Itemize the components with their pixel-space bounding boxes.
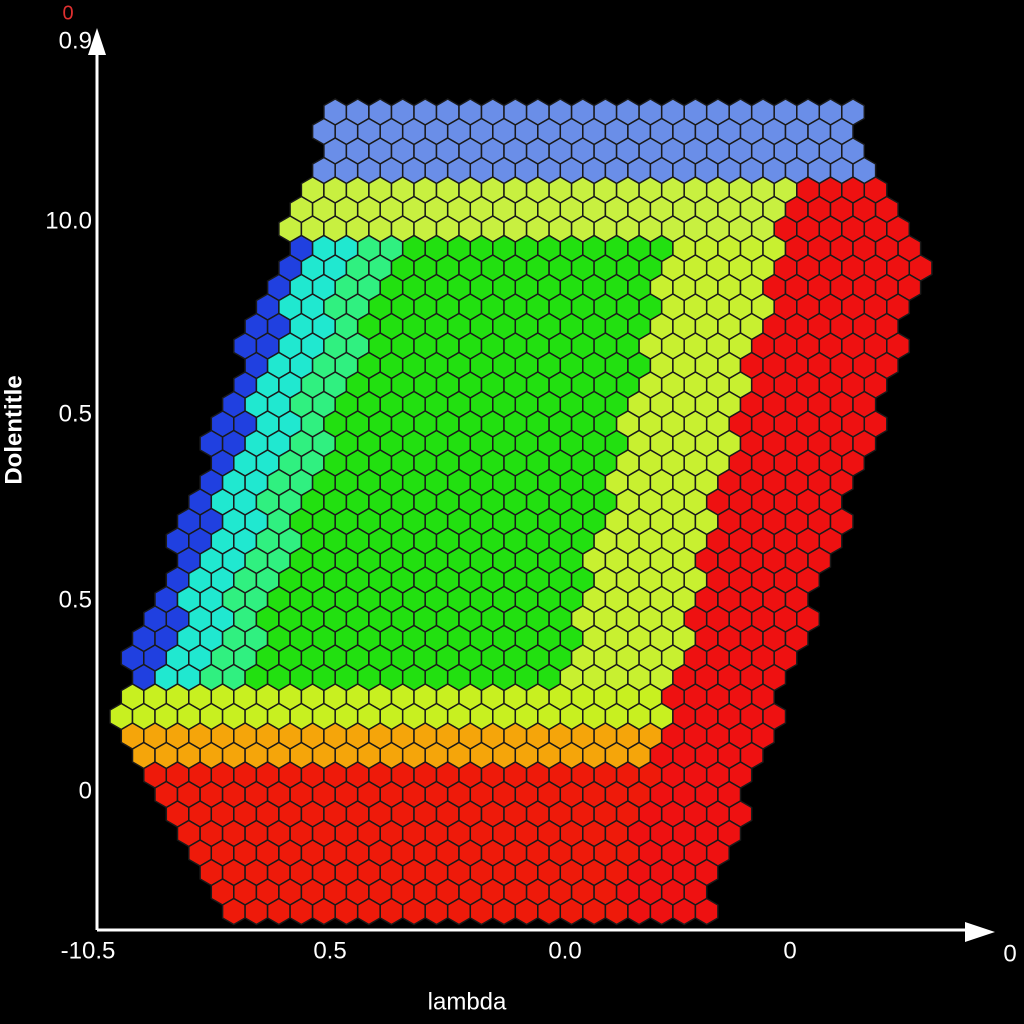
hex-cell: [311, 897, 336, 926]
hex-cell: [356, 897, 381, 926]
hex-cell: [514, 897, 539, 926]
hex-cell: [559, 897, 584, 926]
y-tick-label: 0.5: [59, 400, 92, 427]
y-tick-label: 10.0: [45, 207, 92, 234]
x-tick-label: -10.5: [61, 937, 116, 964]
x-tick-label: 0.0: [548, 937, 581, 964]
hex-cell: [401, 897, 426, 926]
x-tick-label: 0: [1003, 940, 1016, 967]
x-arrow: [965, 922, 995, 942]
hex-cell: [424, 897, 449, 926]
hex-cell: [604, 897, 629, 926]
hex-cell: [537, 897, 562, 926]
hex-cell: [289, 897, 314, 926]
hex-cell: [582, 897, 607, 926]
hex-cell: [334, 897, 359, 926]
top-label: 0: [62, 2, 73, 24]
y-arrow: [88, 28, 106, 55]
hex-field: [109, 98, 933, 926]
hex-cell: [446, 897, 472, 926]
y-tick-label: 0.5: [59, 586, 92, 613]
hex-cell: [672, 897, 697, 926]
hex-cell: [244, 897, 269, 926]
hex-cell: [266, 897, 291, 926]
hex-cell: [469, 897, 494, 926]
hex-cell: [492, 897, 517, 926]
y-axis-label: Dolentitle: [0, 375, 27, 484]
x-axis-label: lambda: [428, 988, 507, 1015]
x-tick-label: 0: [783, 937, 796, 964]
hex-cell: [627, 897, 652, 926]
y-tick-label: 0: [79, 777, 92, 804]
hex-cell: [221, 897, 246, 926]
x-tick-label: 0.5: [313, 937, 346, 964]
hex-cell: [694, 897, 719, 926]
hex-cell: [379, 897, 404, 926]
y-tick-label: 0.9: [59, 27, 92, 54]
hex-cell: [649, 897, 674, 926]
